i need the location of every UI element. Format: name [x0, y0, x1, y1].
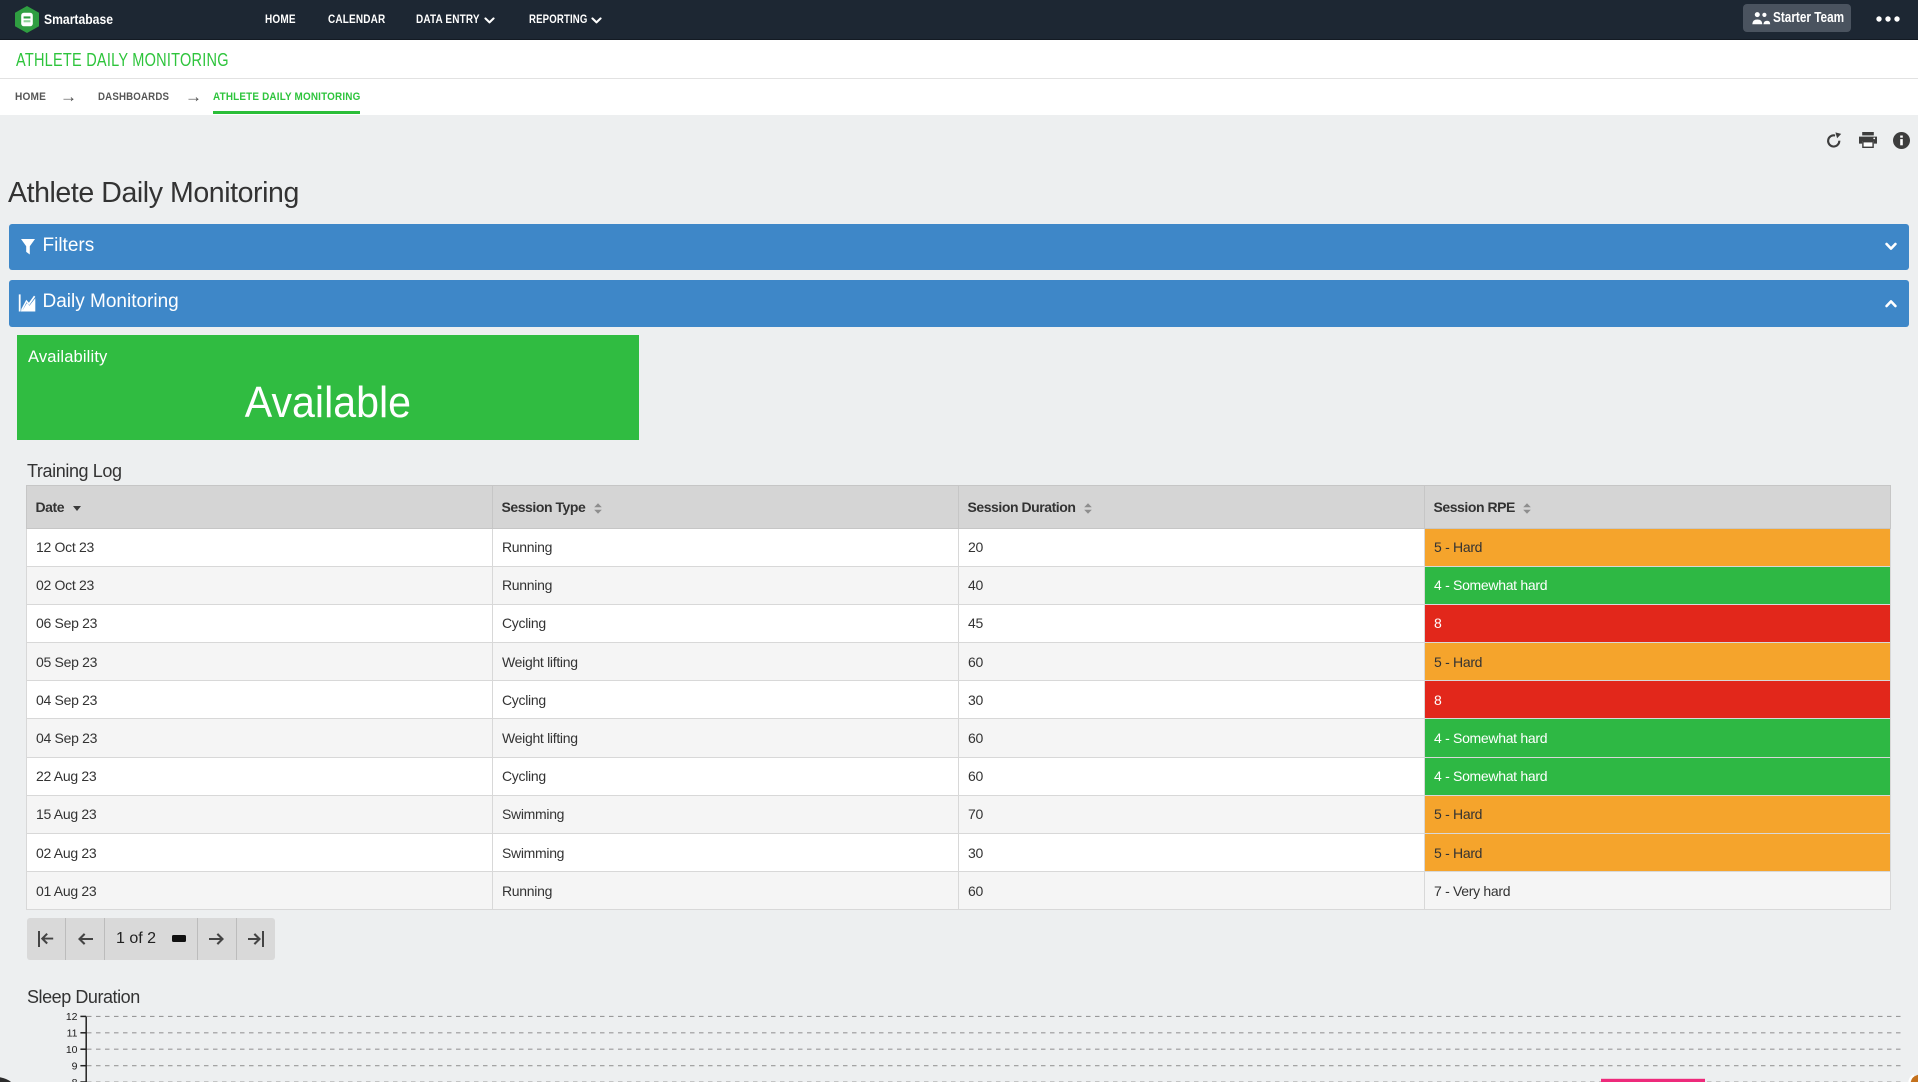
svg-text:8: 8 — [72, 1077, 78, 1082]
svg-text:9: 9 — [72, 1060, 78, 1072]
svg-text:11: 11 — [67, 1028, 78, 1040]
svg-text:10: 10 — [66, 1044, 78, 1056]
svg-text:12: 12 — [66, 1011, 78, 1023]
